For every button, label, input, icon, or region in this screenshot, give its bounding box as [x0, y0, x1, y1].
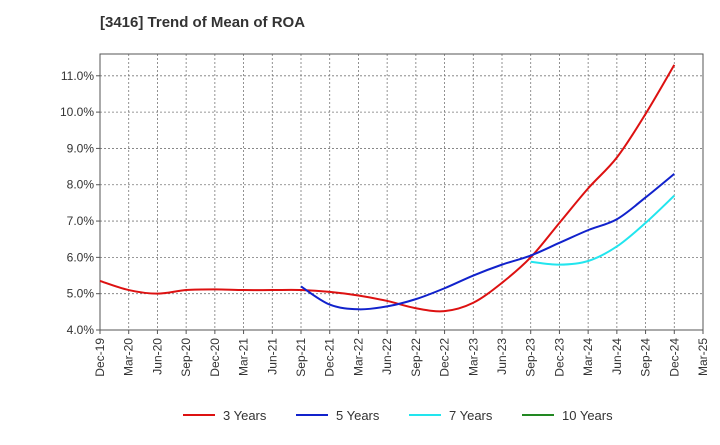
x-tick-label: Jun-21: [265, 338, 279, 375]
x-tick-label: Sep-23: [524, 338, 538, 377]
x-tick-label: Mar-21: [237, 338, 251, 376]
x-tick-label: Sep-24: [639, 338, 653, 377]
series-lines: [99, 64, 676, 313]
x-tick-label: Dec-21: [323, 338, 337, 377]
x-tick-label: Dec-22: [438, 338, 452, 377]
chart-title: [3416] Trend of Mean of ROA: [100, 14, 306, 31]
x-tick-label: Jun-24: [610, 338, 624, 375]
x-tick-label: Sep-22: [409, 338, 423, 377]
x-tick-label: Sep-21: [294, 338, 308, 377]
series-line-7-years: [530, 194, 675, 266]
x-tick-label: Dec-20: [208, 338, 222, 377]
grid-lines: [99, 54, 704, 331]
legend-label-5-years: 5 Years: [336, 408, 380, 423]
legend-label-10-years: 10 Years: [562, 408, 613, 423]
y-tick-label: 6.0%: [67, 250, 95, 264]
x-tick-label: Mar-24: [581, 338, 595, 376]
plot-area: [99, 53, 704, 331]
x-tick-label: Dec-19: [93, 338, 107, 377]
x-tick-label: Jun-22: [380, 338, 394, 375]
x-tick-label: Mar-22: [351, 338, 365, 376]
legend-label-3-years: 3 Years: [223, 408, 267, 423]
x-axis: Dec-19 Mar-20 Jun-20 Sep-20 Dec-20 Mar-21 Jun-…: [93, 330, 710, 377]
x-tick-label: Sep-20: [179, 338, 193, 377]
y-tick-label: 9.0%: [67, 141, 95, 155]
series-line-3-years: [99, 64, 676, 313]
y-tick-label: 8.0%: [67, 178, 95, 192]
x-tick-label: Dec-24: [667, 338, 681, 377]
x-tick-label: Mar-20: [122, 338, 136, 376]
legend-label-7-years: 7 Years: [449, 408, 493, 423]
y-tick-label: 4.0%: [67, 323, 95, 337]
y-tick-label: 10.0%: [60, 105, 94, 119]
series-line-5-years: [300, 173, 675, 311]
x-tick-label: Jun-20: [150, 338, 164, 375]
y-tick-label: 7.0%: [67, 214, 95, 228]
x-tick-label: Jun-23: [495, 338, 509, 375]
y-tick-label: 11.0%: [61, 69, 94, 83]
y-tick-label: 5.0%: [67, 287, 95, 301]
x-tick-label: Dec-23: [552, 338, 566, 377]
y-axis: 4.0% 5.0% 6.0% 7.0% 8.0% 9.0% 10.0% 11.0%: [60, 69, 100, 337]
x-tick-label: Mar-25: [696, 338, 710, 376]
x-tick-label: Mar-23: [466, 338, 480, 376]
legend: 3 Years 5 Years 7 Years 10 Years: [183, 408, 613, 423]
